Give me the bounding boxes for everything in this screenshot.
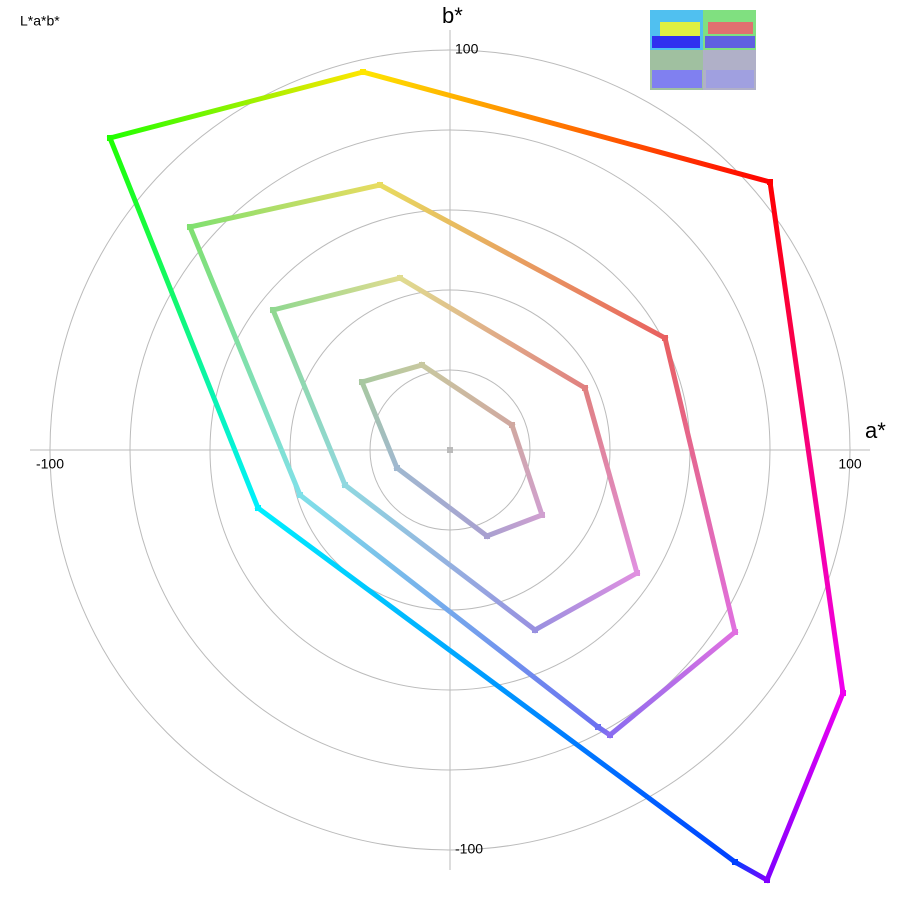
loop-vertex: [662, 335, 668, 341]
loop-vertex: [419, 362, 425, 368]
loop-edge: [254, 504, 739, 866]
loop-edge: [358, 378, 401, 472]
loop-vertex: [732, 629, 738, 635]
thumbnail: [650, 10, 756, 90]
loop-vertex: [360, 69, 366, 75]
loop-edge: [393, 464, 491, 540]
x-tick-label: 100: [838, 456, 862, 472]
loop-edge: [187, 182, 383, 230]
loop-vertex: [595, 724, 601, 730]
loop-edge: [358, 361, 426, 386]
loop-edge: [763, 689, 847, 884]
loop-vertex: [187, 224, 193, 230]
loop-vertex: [394, 465, 400, 471]
loop-edge: [106, 68, 367, 142]
loop-vertex: [509, 422, 515, 428]
loop-edge: [269, 274, 404, 314]
loop-vertex: [732, 859, 738, 865]
loop-edge: [731, 858, 771, 884]
y-tick-label: 100: [455, 41, 479, 57]
loop-edge: [581, 384, 641, 577]
x-tick-label: -100: [36, 456, 64, 472]
loop-edge: [606, 628, 739, 739]
loop-edge: [396, 274, 589, 392]
loop-vertex: [539, 512, 545, 518]
loop-vertex: [359, 379, 365, 385]
loop-vertex: [397, 275, 403, 281]
loop-edge: [106, 134, 262, 512]
chart-title: L*a*b*: [20, 13, 60, 29]
loop-edge: [531, 569, 641, 634]
loop-vertex: [297, 492, 303, 498]
loop-edge: [508, 421, 546, 519]
loop-edge: [418, 361, 516, 429]
loop-vertex: [484, 533, 490, 539]
origin-dot: [447, 447, 453, 453]
loop-edge: [376, 181, 669, 342]
loop-vertex: [532, 627, 538, 633]
y-tick-label: -100: [455, 841, 483, 857]
x-axis-label: a*: [865, 418, 886, 443]
loop-edge: [186, 223, 304, 499]
loop-vertex: [767, 179, 773, 185]
loop-vertex: [342, 482, 348, 488]
loop-vertex: [255, 505, 261, 511]
loop-vertex: [634, 570, 640, 576]
loop-edge: [483, 511, 546, 540]
loop-edge: [661, 334, 739, 636]
loop-edge: [341, 481, 539, 634]
loop-vertex: [107, 135, 113, 141]
loop-vertex: [270, 307, 276, 313]
loop-vertex: [582, 385, 588, 391]
loop-edge: [359, 68, 774, 186]
y-axis-label: b*: [442, 3, 463, 28]
loop-edge: [269, 306, 349, 489]
loop-vertex: [840, 690, 846, 696]
loop-vertex: [764, 877, 770, 883]
loop-vertex: [377, 182, 383, 188]
loop-vertex: [607, 732, 613, 738]
loop-edge: [767, 179, 846, 696]
loop-edge: [296, 491, 602, 731]
